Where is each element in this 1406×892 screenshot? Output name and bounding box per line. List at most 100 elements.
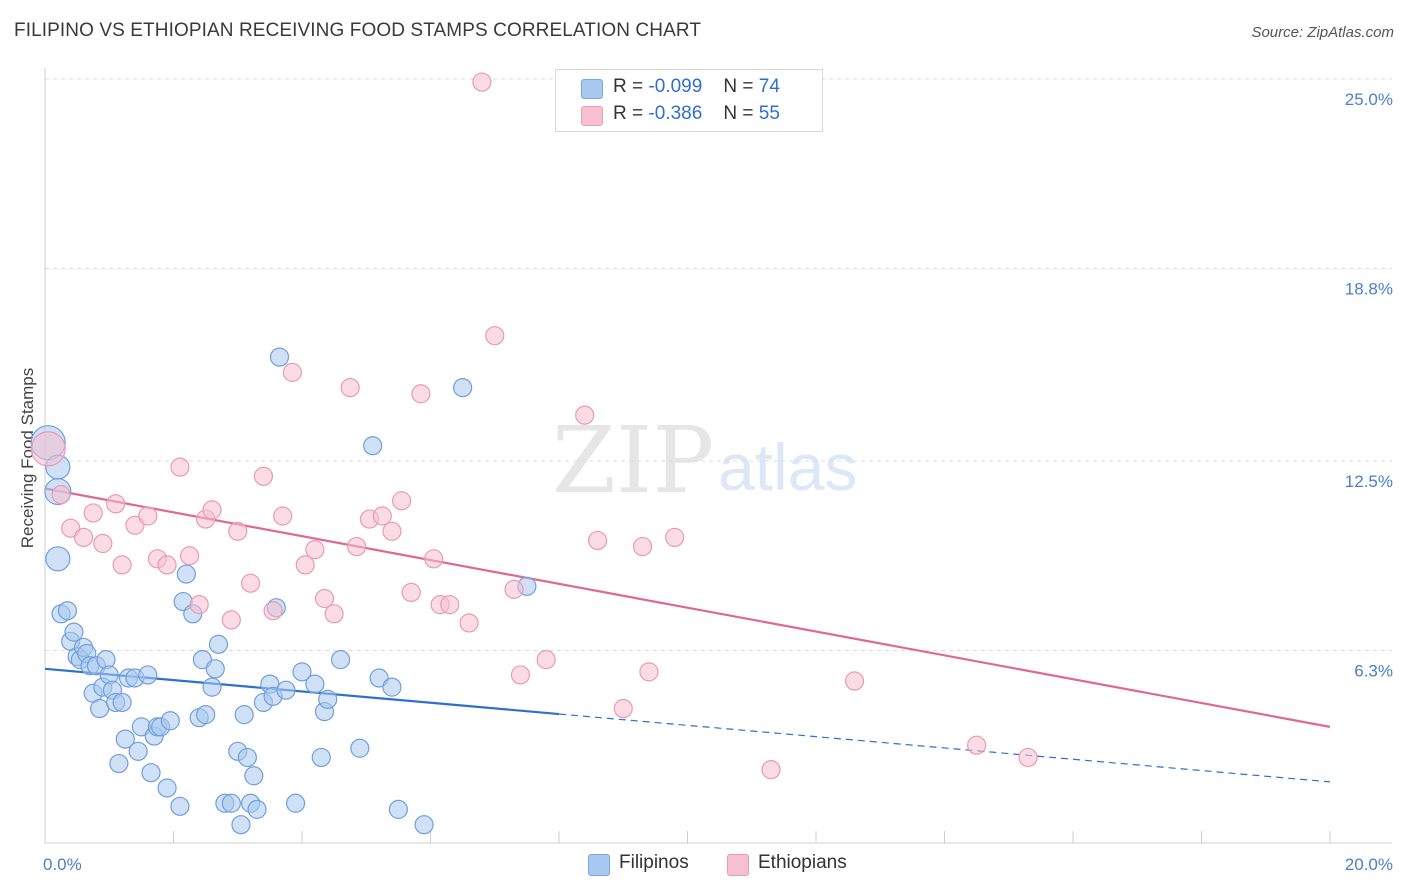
grid [45,78,1392,651]
ethiopians-point [202,500,222,520]
filipinos-point [276,680,296,700]
ethiopians-point [138,506,158,526]
filipinos-point [453,378,473,398]
filipinos-legend-swatch [588,854,610,876]
ethiopians-point [263,601,283,621]
ethiopians-point [179,546,200,566]
source-credit: Source: ZipAtlas.com [1251,24,1394,41]
ethiopians-point [372,506,392,526]
ethiopians-point [112,555,132,575]
filipinos-point [157,778,177,798]
x-tick-label: 0.0% [43,855,82,874]
filipinos-point [221,793,241,813]
ethiopians-point [73,527,94,548]
ethiopians-point [93,533,113,554]
ethiopians-point [241,573,261,593]
ethiopians-point [510,665,531,685]
filipinos-point [237,747,257,768]
n-value: 74 [758,76,780,97]
r-value: -0.099 [648,76,703,97]
ethiopians-point [189,595,209,615]
filipinos-point [90,698,110,719]
ethiopians-point [170,457,190,477]
filipinos-point [64,622,84,642]
x-tick-label: 20.0% [1345,855,1393,874]
ethiopians-point [83,503,103,523]
ethiopians-point [613,698,633,719]
filipinos-point [350,738,370,758]
filipinos-point [138,665,158,685]
ethiopians-legend-swatch [727,854,749,876]
ethiopians-point [157,555,177,575]
ethiopians-point [424,549,444,569]
filipinos-point [109,753,129,774]
trend-line-dashed [558,713,1331,783]
ethiopians-point [411,384,431,404]
filipinos-point [205,659,225,679]
ethiopians-point [273,506,293,526]
ethiopians-point [51,485,71,505]
y-tick-label: 6.3% [1354,661,1393,680]
ethiopians-point [305,540,325,560]
ethiopians-point [472,72,492,92]
tick-labels: 6.3% 12.5% 18.8% 25.0% 0.0% 20.0% [43,90,1393,874]
ethiopians-point [485,326,505,346]
filipinos-point [318,689,338,709]
r-label: R = [613,76,644,97]
filipinos-point [285,793,306,813]
ethiopians-point [314,588,335,609]
r-value: -0.386 [648,103,703,124]
ethiopians-point [632,536,653,557]
data-points [30,72,1038,835]
ethiopians-point [665,527,685,548]
filipinos-point [57,601,78,621]
ethiopians-point [844,671,865,691]
ethiopians-point [30,431,66,467]
ethiopians-point [340,378,360,398]
ethiopians-point [282,362,302,382]
filipinos-point [115,729,135,749]
ethiopians-point [295,555,315,575]
filipinos-point [128,741,148,761]
ethiopians-point [382,521,402,541]
n-label: N = [723,76,754,97]
ethiopians-point [391,491,412,511]
filipinos-point [160,711,180,731]
filipinos-point [141,763,161,783]
ethiopians-point [106,494,126,514]
filipinos-point [231,815,251,835]
ethiopians-point [1018,747,1038,768]
y-tick-label: 25.0% [1345,90,1393,109]
ethiopians-point [587,530,608,551]
filipinos-point [45,546,71,572]
ethiopians-point [639,662,659,682]
y-tick-label: 18.8% [1345,279,1393,298]
n-value: 55 [758,103,780,124]
legend-label: Ethiopians [758,852,847,873]
watermark-atlas: atlas [718,430,857,504]
filipinos-point [247,799,267,819]
ethiopians-point [761,760,781,780]
n-label: N = [723,103,754,124]
filipinos-point [196,705,216,725]
ethiopians-point [440,595,460,615]
filipinos-point [170,796,190,816]
filipinos-point [330,650,351,670]
legend-label: Filipinos [619,852,689,873]
chart-title: FILIPINO VS ETHIOPIAN RECEIVING FOOD STA… [14,20,702,41]
filipinos-swatch [581,79,603,99]
ethiopians-point [324,604,344,624]
filipinos-point [202,677,222,697]
filipinos-point [176,564,196,584]
ethiopians-point [536,650,556,670]
ethiopians-point [401,582,421,603]
ethiopians-swatch [581,106,603,126]
filipinos-point [311,747,331,768]
filipinos-point [234,705,254,725]
filipinos-point [269,347,290,367]
filipinos-point [305,674,325,694]
filipinos-point [382,677,402,697]
filipinos-point [388,799,408,819]
filipinos-point [414,815,434,835]
